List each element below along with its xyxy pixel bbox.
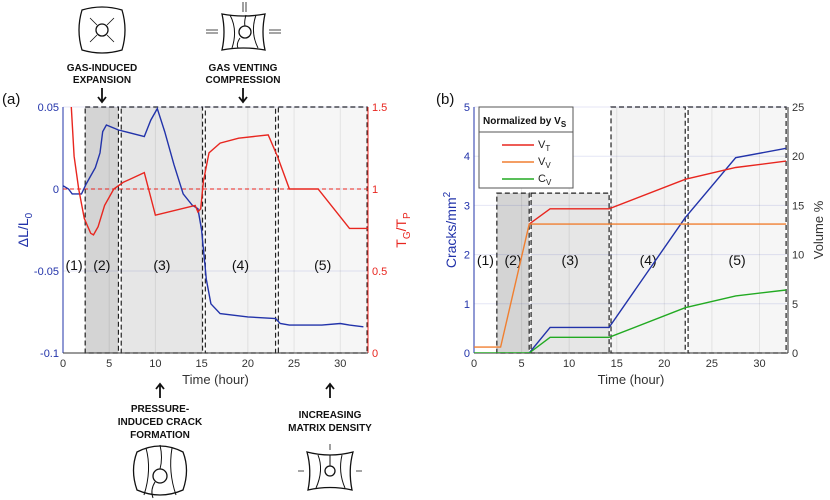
region-label: (1) (66, 257, 83, 273)
region-label: (1) (477, 252, 494, 268)
compression-illustration (206, 2, 281, 51)
annotation-line: GAS-INDUCED (67, 63, 138, 74)
x-axis-label: Time (hour) (598, 372, 665, 387)
annotation-line: GAS VENTING (209, 63, 278, 74)
y-left-tick-label: 4 (464, 151, 470, 163)
y-right-axis-label: Volume % (811, 200, 826, 259)
annotation-line: MATRIX DENSITY (288, 423, 372, 434)
x-tick-label: 5 (106, 358, 112, 370)
x-tick-label: 30 (753, 358, 765, 370)
series-line-2 (474, 223, 787, 348)
region-box (687, 106, 787, 354)
annotation-line: EXPANSION (73, 75, 131, 86)
y-left-tick-label: -0.1 (40, 348, 59, 360)
region-label: (2) (504, 252, 521, 268)
region-box (496, 192, 530, 354)
region-label: (4) (232, 257, 249, 273)
region-label: (3) (153, 257, 170, 273)
expansion-illustration (78, 6, 126, 54)
y-right-tick-label: 25 (792, 102, 804, 114)
annotation-line: INDUCED CRACK (118, 417, 203, 428)
x-tick-label: 25 (288, 358, 300, 370)
annotation-line: COMPRESSION (205, 75, 280, 86)
region-label: (5) (314, 257, 331, 273)
legend-title: Normalized by VS (483, 116, 567, 129)
region-box (610, 106, 686, 354)
x-tick-label: 15 (611, 358, 623, 370)
arrow-down-icon (97, 88, 107, 104)
region-label: (3) (562, 252, 579, 268)
y-right-axis-label: TG/TP (393, 212, 413, 248)
y-left-tick-label: 3 (464, 200, 470, 212)
region-box (277, 106, 368, 354)
y-left-tick-label: 2 (464, 250, 470, 262)
annotation-line: FORMATION (130, 430, 190, 441)
region-label: (5) (729, 252, 746, 268)
x-tick-label: 10 (149, 358, 161, 370)
region-label: (2) (93, 257, 110, 273)
y-right-tick-label: 5 (792, 299, 798, 311)
region-box (84, 106, 120, 354)
legend-entry: CV (538, 173, 552, 187)
series-line-1 (70, 107, 368, 236)
y-left-axis-label: ΔL/L0 (15, 212, 35, 247)
x-tick-label: 20 (658, 358, 670, 370)
region-box (530, 192, 610, 354)
y-left-tick-label: 1 (464, 299, 470, 311)
annotation-gas-induced-expansion: GAS-INDUCED EXPANSION (67, 63, 138, 104)
x-axis-label: Time (hour) (182, 372, 249, 387)
y-left-tick-label: 0.05 (38, 102, 59, 114)
arrow-down-icon (238, 88, 248, 104)
annotation-line: INCREASING (299, 410, 362, 421)
crack-formation-illustration (132, 444, 188, 499)
series-line-1 (528, 160, 787, 225)
y-right-tick-label: 1 (372, 184, 378, 196)
x-tick-label: 5 (519, 358, 525, 370)
y-right-tick-label: 0 (372, 348, 378, 360)
x-tick-label: 10 (563, 358, 575, 370)
y-right-tick-label: 0 (792, 348, 798, 360)
y-left-tick-label: 0 (464, 348, 470, 360)
y-right-tick-label: 15 (792, 200, 804, 212)
legend: Normalized by VS VT VV CV (478, 106, 574, 189)
matrix-density-illustration (298, 444, 362, 491)
y-left-tick-label: 0 (53, 184, 59, 196)
y-right-tick-label: 1.5 (372, 102, 387, 114)
chart-b: (1) (2) (3) (4) (5)0 5 10 15 20 25 300123450510152… (436, 91, 826, 387)
x-tick-label: 30 (334, 358, 346, 370)
y-left-tick-label: -0.05 (34, 266, 59, 278)
y-right-tick-label: 20 (792, 151, 804, 163)
x-tick-label: 0 (471, 358, 477, 370)
y-right-tick-label: 10 (792, 250, 804, 262)
x-tick-label: 0 (60, 358, 66, 370)
panel-label: (a) (2, 91, 20, 108)
panel-label: (b) (436, 91, 454, 108)
legend-entry: VV (538, 156, 551, 170)
region-box (120, 106, 204, 354)
annotation-pressure-induced-crack: PRESSURE- INDUCED CRACK FORMATION (118, 382, 203, 441)
arrow-up-icon (155, 382, 165, 398)
y-left-axis-label: Cracks/mm2 (442, 191, 459, 268)
legend-box (478, 106, 574, 189)
y-right-tick-label: 0.5 (372, 266, 387, 278)
x-tick-label: 25 (706, 358, 718, 370)
annotation-gas-venting-compression: GAS VENTING COMPRESSION (205, 63, 281, 104)
series-line-0 (63, 107, 364, 328)
x-tick-label: 15 (196, 358, 208, 370)
series-line-3 (474, 289, 787, 353)
chart-a: (1) (2) (3) (4) (5)0 5 10 15 20 25 30-0.1-0.0500.0… (2, 91, 413, 387)
arrow-up-icon (325, 382, 335, 398)
annotation-increasing-matrix-density: INCREASING MATRIX DENSITY (288, 382, 372, 434)
annotation-line: PRESSURE- (131, 404, 189, 415)
x-tick-label: 20 (242, 358, 254, 370)
y-left-tick-label: 5 (464, 102, 470, 114)
series-line-0 (528, 147, 787, 353)
region-box (204, 106, 277, 354)
legend-entry: VT (538, 139, 550, 153)
